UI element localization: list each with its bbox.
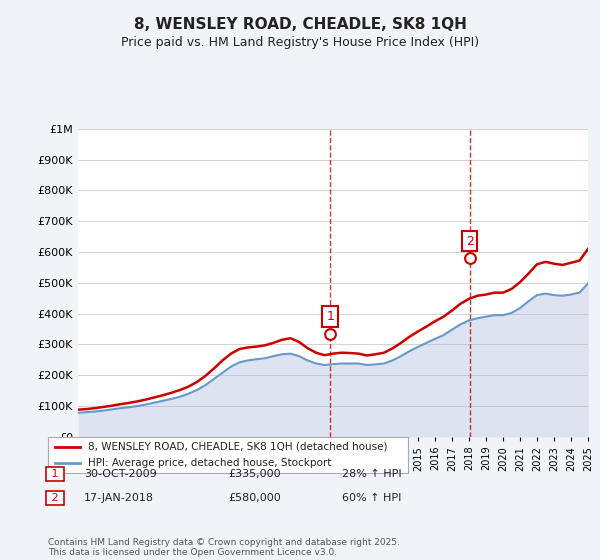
Text: 2: 2 <box>48 493 62 503</box>
Text: 60% ↑ HPI: 60% ↑ HPI <box>342 493 401 503</box>
Text: 8, WENSLEY ROAD, CHEADLE, SK8 1QH: 8, WENSLEY ROAD, CHEADLE, SK8 1QH <box>134 17 466 32</box>
Text: 28% ↑ HPI: 28% ↑ HPI <box>342 469 401 479</box>
Text: 1: 1 <box>48 469 62 479</box>
Point <box>465 254 475 263</box>
Text: 2: 2 <box>466 235 473 248</box>
Text: 1: 1 <box>326 310 334 323</box>
Text: HPI: Average price, detached house, Stockport: HPI: Average price, detached house, Stoc… <box>88 458 331 468</box>
Text: Price paid vs. HM Land Registry's House Price Index (HPI): Price paid vs. HM Land Registry's House … <box>121 36 479 49</box>
Point <box>325 329 335 338</box>
Text: £335,000: £335,000 <box>228 469 281 479</box>
Text: Contains HM Land Registry data © Crown copyright and database right 2025.
This d: Contains HM Land Registry data © Crown c… <box>48 538 400 557</box>
Text: £580,000: £580,000 <box>228 493 281 503</box>
Text: 30-OCT-2009: 30-OCT-2009 <box>84 469 157 479</box>
Text: 17-JAN-2018: 17-JAN-2018 <box>84 493 154 503</box>
Text: 8, WENSLEY ROAD, CHEADLE, SK8 1QH (detached house): 8, WENSLEY ROAD, CHEADLE, SK8 1QH (detac… <box>88 442 387 452</box>
